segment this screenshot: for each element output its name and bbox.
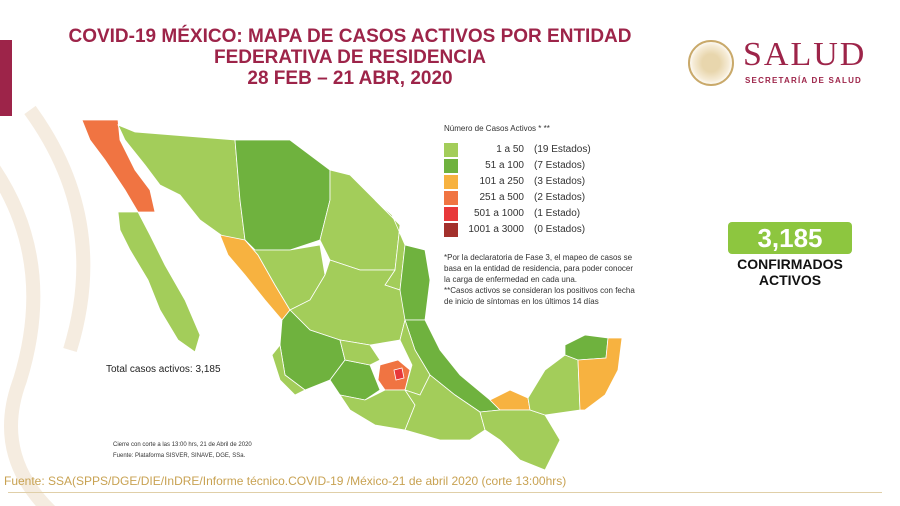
- legend-item: 51 a 100 (7 Estados): [444, 158, 591, 174]
- state-jalisco: [279, 309, 346, 391]
- legend-count: (1 Estado): [534, 208, 581, 219]
- legend-item: 1001 a 3000 (0 Estados): [444, 222, 591, 238]
- legend-item: 501 a 1000 (1 Estado): [444, 206, 591, 222]
- legend-range: 51 a 100: [485, 160, 524, 171]
- state-campeche: [527, 354, 581, 416]
- page-title: COVID-19 MÉXICO: MAPA DE CASOS ACTIVOS P…: [40, 26, 660, 89]
- legend-count: (2 Estados): [534, 192, 586, 203]
- confirmed-active-count: 3,185: [728, 222, 852, 254]
- state-coahuila: [319, 169, 401, 271]
- legend-swatch: [444, 191, 458, 205]
- logo-name: SALUD: [743, 36, 867, 73]
- legend-item: 101 a 250 (3 Estados): [444, 174, 591, 190]
- legend-count: (19 Estados): [534, 144, 591, 155]
- source-footer: Fuente: SSA(SPPS/DGE/DIE/InDRE/Informe t…: [4, 474, 567, 488]
- state-baja-california: [81, 119, 156, 213]
- legend: Número de Casos Activos * ** 1 a 50 (19 E…: [444, 124, 591, 238]
- legend-swatch: [444, 207, 458, 221]
- platform-source: Fuente: Plataforma SISVER, SINAVE, DGE, …: [113, 453, 246, 459]
- national-seal-icon: [688, 40, 734, 86]
- note-fase-3: *Por la declaratoria de Fase 3, el mapeo…: [444, 253, 634, 284]
- legend-notes: *Por la declaratoria de Fase 3, el mapeo…: [444, 252, 640, 307]
- legend-count: (0 Estados): [534, 224, 586, 235]
- state-baja-california-sur: [117, 211, 201, 353]
- confirmed-label-line-2: ACTIVOS: [758, 272, 822, 288]
- legend-range: 251 a 500: [479, 192, 525, 203]
- state-cdmx: [393, 367, 405, 381]
- state-guanajuato: [339, 339, 381, 366]
- legend-count: (3 Estados): [534, 176, 586, 187]
- legend-swatch: [444, 143, 458, 157]
- legend-swatch: [444, 175, 458, 189]
- state-sonora: [117, 124, 246, 241]
- logo-subtitle: SECRETARÍA DE SALUD: [745, 76, 863, 85]
- state-chiapas: [479, 409, 561, 470]
- state-mexico: [377, 359, 411, 391]
- state-yucatan: [564, 334, 609, 361]
- confirmed-label-line-1: CONFIRMADOS: [737, 256, 843, 272]
- title-line-1: COVID-19 MÉXICO: MAPA DE CASOS ACTIVOS P…: [68, 26, 632, 47]
- footer-divider: [8, 492, 882, 493]
- legend-count: (7 Estados): [534, 160, 586, 171]
- state-colima-nayarit: [271, 344, 306, 396]
- note-casos-activos: **Casos activos se consideran los positi…: [444, 286, 635, 306]
- legend-title: Número de Casos Activos * **: [444, 124, 550, 133]
- state-chihuahua: [234, 139, 331, 251]
- title-line-2: FEDERATIVA DE RESIDENCIA: [213, 47, 486, 68]
- legend-item: 1 a 50 (19 Estados): [444, 142, 591, 158]
- state-quintana-roo: [577, 337, 623, 411]
- confirmed-label: CONFIRMADOS ACTIVOS: [715, 256, 865, 288]
- legend-range: 1 a 50: [496, 144, 524, 155]
- cutoff-text: Cierre con corte a las 13:00 hrs, 21 de …: [113, 442, 252, 448]
- legend-range: 101 a 250: [479, 176, 525, 187]
- total-active-cases: Total casos activos: 3,185: [106, 364, 221, 375]
- legend-range: 1001 a 3000: [468, 224, 524, 235]
- salud-logo: SALUD SECRETARÍA DE SALUD: [688, 36, 868, 90]
- legend-swatch: [444, 223, 458, 237]
- legend-item: 251 a 500 (2 Estados): [444, 190, 591, 206]
- legend-swatch: [444, 159, 458, 173]
- mexico-map: [81, 119, 623, 470]
- accent-bar: [0, 40, 12, 116]
- legend-range: 501 a 1000: [473, 208, 524, 219]
- title-line-3: 28 FEB – 21 ABR, 2020: [247, 68, 453, 89]
- cutoff-info: Cierre con corte a las 13:00 hrs, 21 de …: [113, 440, 252, 462]
